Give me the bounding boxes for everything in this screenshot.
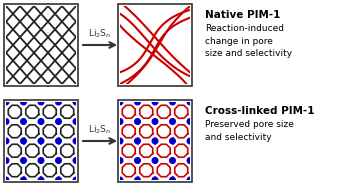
Circle shape bbox=[152, 138, 158, 144]
Text: Li$_2$S$_n$: Li$_2$S$_n$ bbox=[88, 123, 112, 136]
Circle shape bbox=[117, 158, 123, 163]
Circle shape bbox=[56, 138, 61, 144]
Circle shape bbox=[56, 119, 61, 124]
Circle shape bbox=[56, 158, 61, 163]
Circle shape bbox=[170, 158, 175, 163]
Circle shape bbox=[187, 99, 193, 105]
Bar bbox=[4, 4, 78, 86]
Circle shape bbox=[73, 138, 79, 144]
Circle shape bbox=[135, 119, 140, 124]
Circle shape bbox=[73, 119, 79, 124]
Text: Reaction-induced
change in pore
size and selectivity: Reaction-induced change in pore size and… bbox=[205, 24, 292, 58]
Circle shape bbox=[135, 177, 140, 183]
Bar bbox=[118, 100, 192, 182]
Circle shape bbox=[3, 177, 9, 183]
Circle shape bbox=[170, 177, 175, 183]
Circle shape bbox=[170, 119, 175, 124]
Circle shape bbox=[3, 138, 9, 144]
Circle shape bbox=[152, 158, 158, 163]
Circle shape bbox=[3, 99, 9, 105]
Bar bbox=[6, 6, 76, 84]
Text: Native PIM-1: Native PIM-1 bbox=[205, 10, 280, 20]
Circle shape bbox=[73, 99, 79, 105]
Circle shape bbox=[56, 99, 61, 105]
Circle shape bbox=[3, 119, 9, 124]
Circle shape bbox=[135, 158, 140, 163]
Circle shape bbox=[56, 177, 61, 183]
Bar bbox=[120, 102, 190, 180]
Circle shape bbox=[21, 99, 26, 105]
Text: Cross-linked PIM-1: Cross-linked PIM-1 bbox=[205, 106, 314, 116]
Circle shape bbox=[117, 138, 123, 144]
Circle shape bbox=[152, 99, 158, 105]
Circle shape bbox=[38, 177, 44, 183]
Bar bbox=[4, 100, 78, 182]
Circle shape bbox=[73, 158, 79, 163]
Circle shape bbox=[187, 177, 193, 183]
Circle shape bbox=[21, 158, 26, 163]
Circle shape bbox=[170, 99, 175, 105]
Circle shape bbox=[152, 119, 158, 124]
Circle shape bbox=[3, 158, 9, 163]
Text: Preserved pore size
and selectivity: Preserved pore size and selectivity bbox=[205, 120, 294, 142]
Circle shape bbox=[117, 119, 123, 124]
Circle shape bbox=[21, 177, 26, 183]
Circle shape bbox=[135, 99, 140, 105]
Circle shape bbox=[187, 138, 193, 144]
Circle shape bbox=[73, 177, 79, 183]
Circle shape bbox=[117, 99, 123, 105]
Circle shape bbox=[187, 119, 193, 124]
Circle shape bbox=[152, 177, 158, 183]
Circle shape bbox=[21, 119, 26, 124]
Bar bbox=[118, 4, 192, 86]
Circle shape bbox=[187, 158, 193, 163]
Circle shape bbox=[38, 119, 44, 124]
Circle shape bbox=[117, 177, 123, 183]
Circle shape bbox=[38, 99, 44, 105]
Bar bbox=[120, 6, 190, 84]
Circle shape bbox=[38, 158, 44, 163]
Circle shape bbox=[135, 138, 140, 144]
Circle shape bbox=[170, 138, 175, 144]
Circle shape bbox=[38, 138, 44, 144]
Circle shape bbox=[21, 138, 26, 144]
Bar bbox=[6, 102, 76, 180]
Text: Li$_2$S$_n$: Li$_2$S$_n$ bbox=[88, 28, 112, 40]
